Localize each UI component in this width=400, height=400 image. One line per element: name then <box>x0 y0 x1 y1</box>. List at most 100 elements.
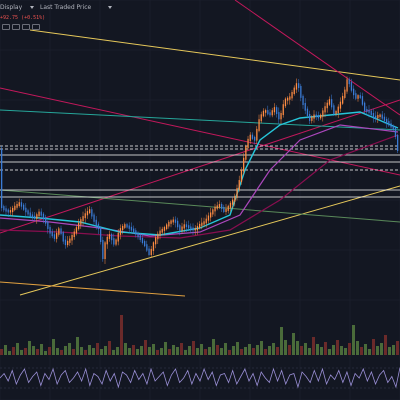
chevron-down-icon[interactable] <box>30 6 34 9</box>
volume-bar <box>56 348 59 355</box>
candle-down <box>368 109 370 113</box>
volume-bar <box>140 346 143 355</box>
settings-icon[interactable] <box>12 24 20 30</box>
volume-bar <box>356 341 359 355</box>
more-icon[interactable] <box>32 24 40 30</box>
candle-up <box>379 114 381 118</box>
candle-down <box>95 219 97 226</box>
display-menu[interactable]: Display <box>0 4 23 11</box>
candle-up <box>181 226 183 231</box>
volume-bar <box>392 345 395 355</box>
volume-bar <box>344 348 347 355</box>
volume-bar <box>156 350 159 355</box>
volume-bar <box>380 343 383 355</box>
volume-bar <box>296 341 299 355</box>
candle-down <box>331 99 333 108</box>
candle-up <box>214 206 216 212</box>
ma-fast-line <box>0 111 399 236</box>
volume-bar <box>212 339 215 355</box>
volume-bar <box>372 339 375 355</box>
candle-down <box>5 208 7 212</box>
candle-down <box>370 110 372 116</box>
candle-up <box>106 236 108 245</box>
candle-down <box>25 207 27 213</box>
candle-down <box>64 239 67 246</box>
candle-up <box>289 96 291 100</box>
volume-bar <box>116 347 119 355</box>
candle-down <box>315 114 317 118</box>
candle-down <box>306 108 309 116</box>
volume-bars <box>0 315 399 355</box>
candle-down <box>221 204 223 209</box>
chevron-down-icon[interactable] <box>108 6 112 9</box>
volume-bar <box>104 346 107 355</box>
volume-bar <box>260 341 263 355</box>
candle-up <box>150 248 152 255</box>
candle-down <box>267 110 269 115</box>
candle-up <box>245 146 247 160</box>
volume-bar <box>308 348 311 355</box>
candle-up <box>183 224 185 229</box>
candle-down <box>135 230 137 235</box>
candle-up <box>152 242 155 251</box>
volume-bar <box>324 342 327 355</box>
volume-bar <box>264 349 267 355</box>
ma-mid-line <box>0 124 399 237</box>
candle-up <box>243 157 245 172</box>
volume-bar <box>292 333 295 355</box>
volume-bar <box>396 341 399 355</box>
toggle-indicator-icon[interactable] <box>2 24 10 30</box>
candle-up <box>84 213 86 219</box>
candle-up <box>86 211 89 216</box>
volume-bar <box>20 350 23 355</box>
chart-header: Display Last Traded Price +92.75 (+0.51%… <box>0 0 400 30</box>
candle-down <box>100 227 102 242</box>
candle-up <box>346 79 348 92</box>
candle-down <box>300 85 302 98</box>
volume-bar <box>280 327 283 355</box>
candle-up <box>108 234 111 239</box>
volume-bar <box>52 339 55 355</box>
candle-down <box>126 224 128 228</box>
trend-line-red-long-down <box>0 87 400 176</box>
candle-up <box>12 207 14 213</box>
horizontal-levels <box>0 145 400 198</box>
candle-up <box>168 221 170 227</box>
candle-up <box>210 212 212 218</box>
volume-bar <box>248 344 251 355</box>
price-source-menu[interactable]: Last Traded Price <box>40 4 92 11</box>
candle-up <box>225 208 227 213</box>
close-icon[interactable] <box>22 24 30 30</box>
candle-up <box>295 83 298 90</box>
volume-bar <box>164 342 167 355</box>
candle-down <box>62 232 64 242</box>
candle-down <box>185 224 188 228</box>
candle-up <box>260 114 262 122</box>
candle-down <box>34 215 36 219</box>
candle-down <box>359 95 361 99</box>
candle-down <box>278 112 280 120</box>
volume-bar <box>304 343 307 355</box>
volume-bar <box>364 344 367 355</box>
candle-down <box>23 204 25 210</box>
candle-down <box>381 114 383 119</box>
volume-bar <box>92 348 95 355</box>
volume-bar <box>384 335 387 355</box>
candle-up <box>56 232 58 239</box>
volume-bar <box>0 349 3 355</box>
volume-bar <box>316 344 319 355</box>
candle-up <box>89 209 91 214</box>
volume-bar <box>24 348 27 355</box>
volume-bar <box>328 349 331 355</box>
candle-down <box>192 227 194 231</box>
candle-down <box>361 96 364 105</box>
volume-bar <box>352 325 355 355</box>
volume-bar <box>28 341 31 355</box>
candle-down <box>113 238 115 245</box>
candle-up <box>117 232 119 242</box>
candle-down <box>7 209 9 213</box>
oscillator-pane <box>0 367 400 389</box>
candle-up <box>357 95 359 99</box>
candle-up <box>122 225 124 231</box>
